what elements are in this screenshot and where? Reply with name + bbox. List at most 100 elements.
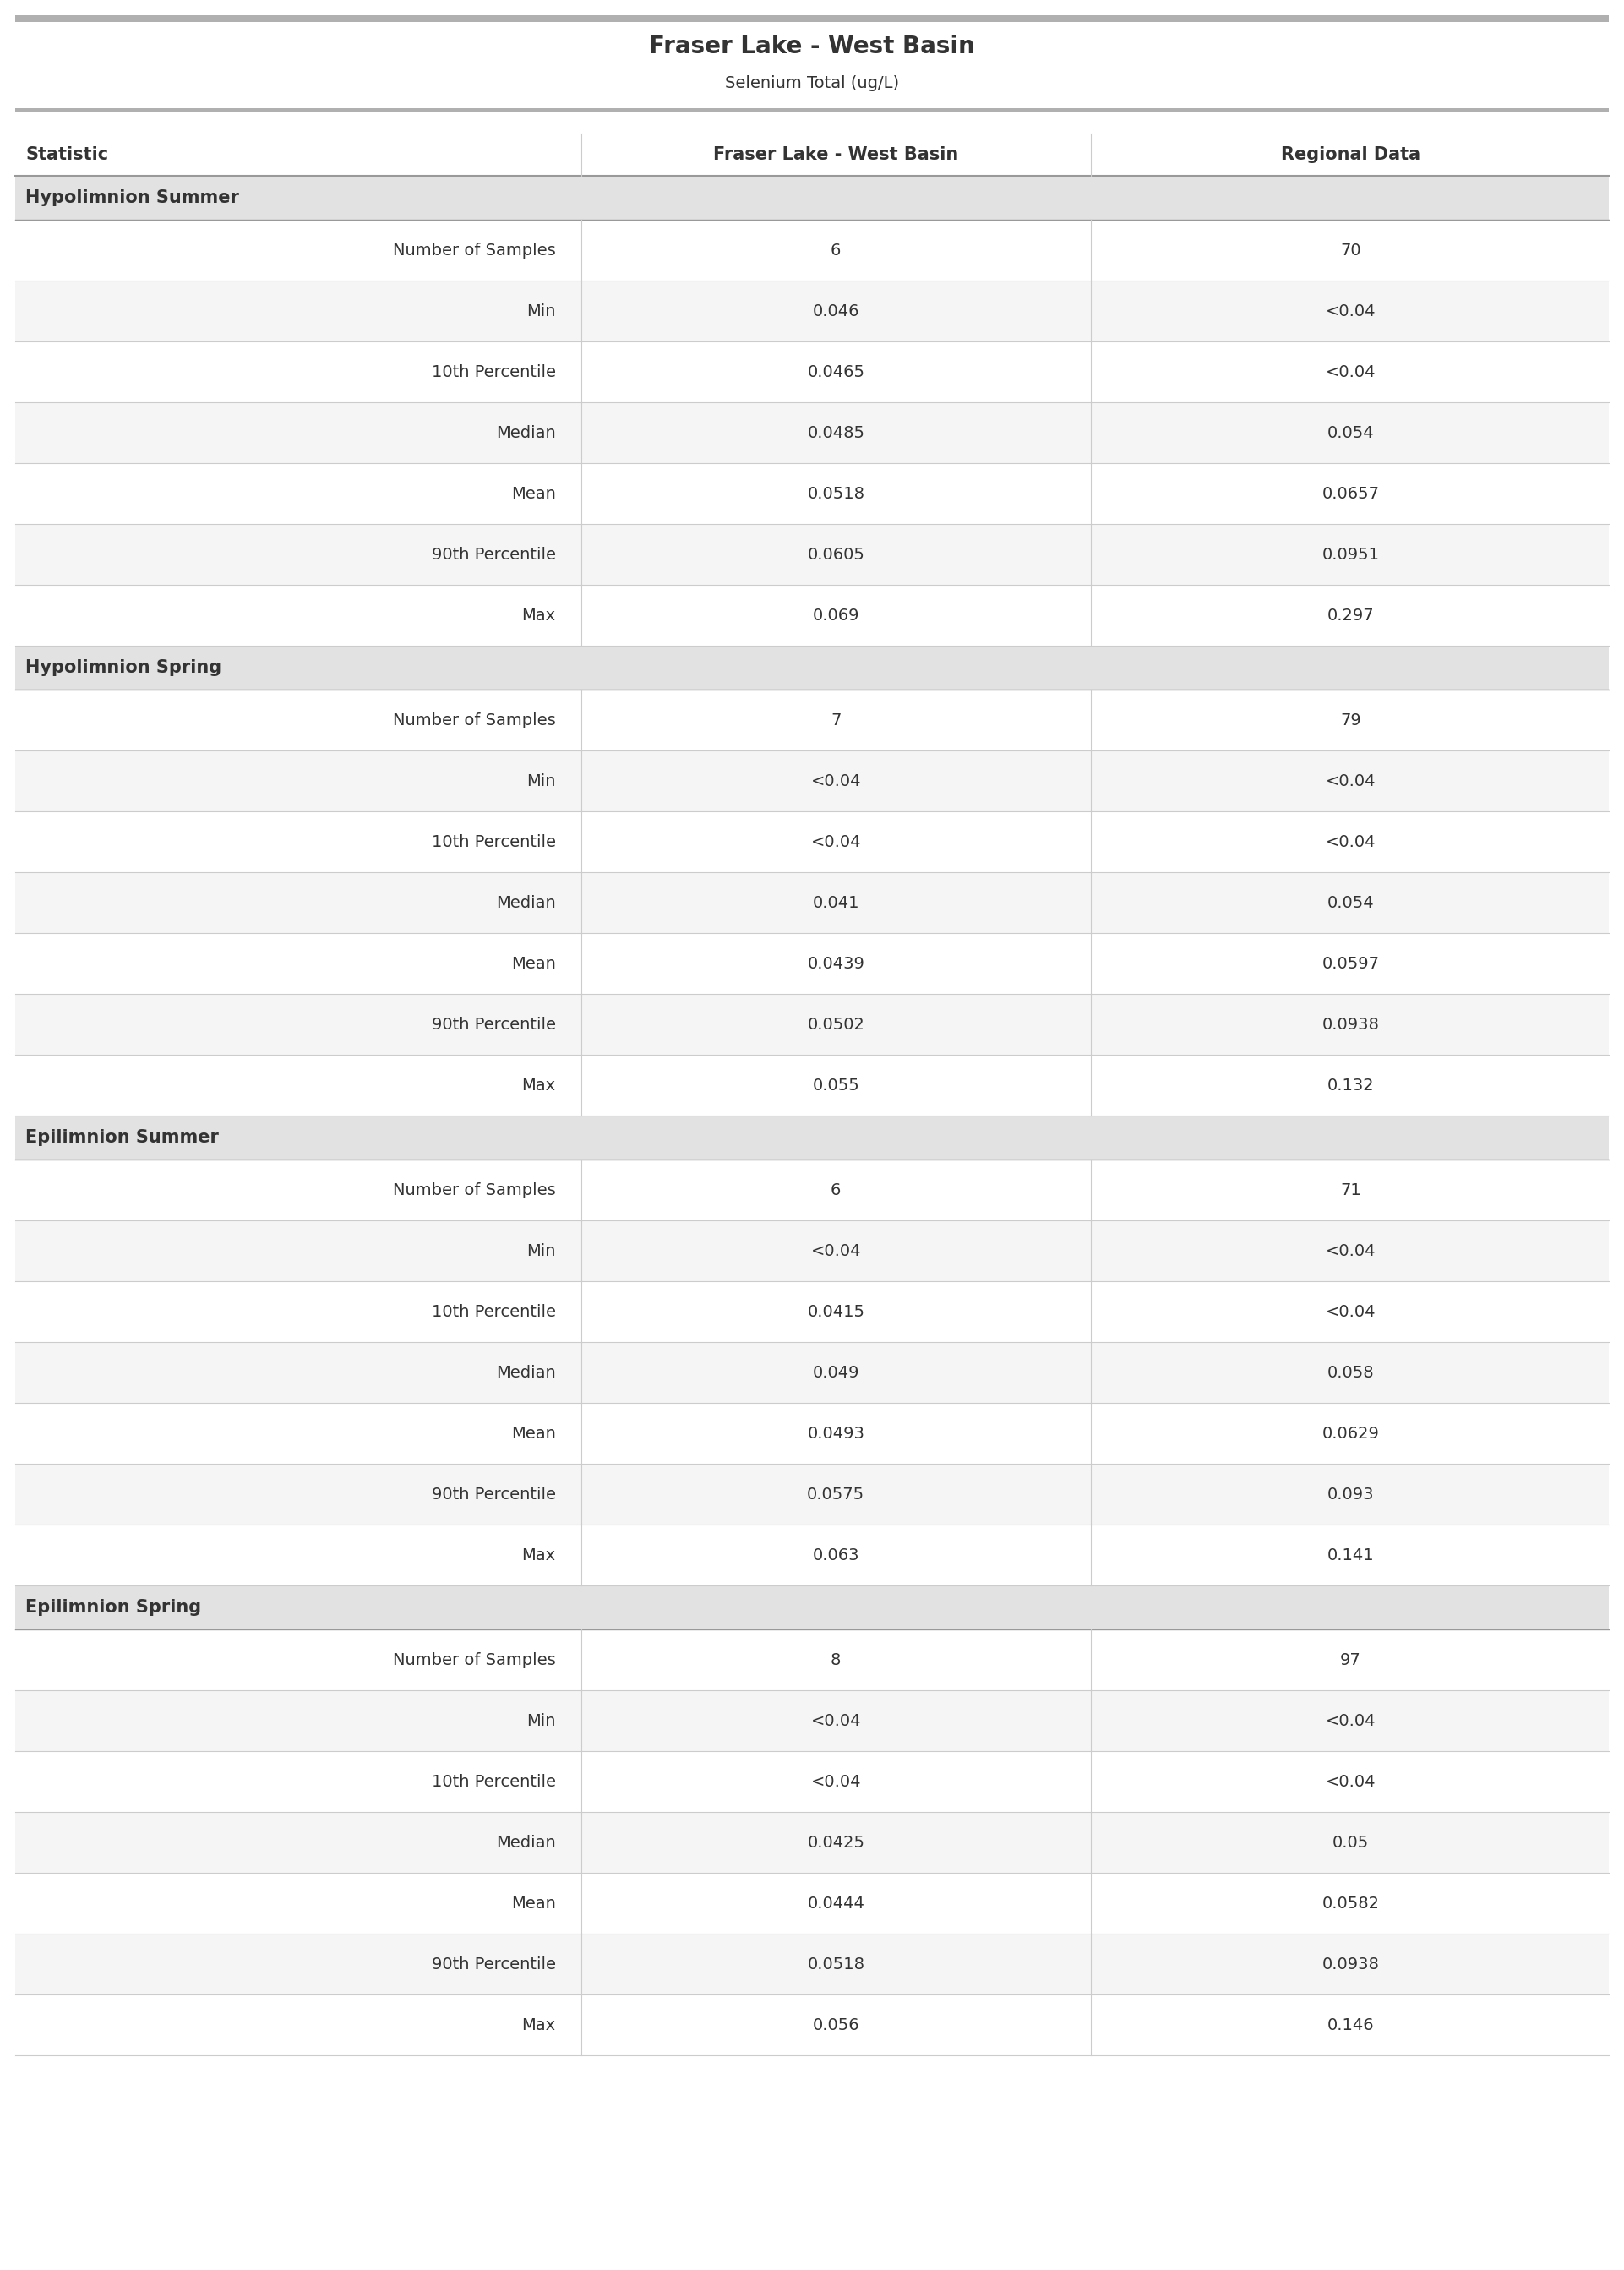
Bar xyxy=(15,690,1609,751)
Text: 0.0415: 0.0415 xyxy=(807,1303,864,1319)
Bar xyxy=(15,994,1609,1056)
Bar xyxy=(15,1115,1609,1160)
Bar xyxy=(15,1342,1609,1403)
Bar xyxy=(15,586,1609,645)
Text: <0.04: <0.04 xyxy=(810,1712,861,1730)
Text: Median: Median xyxy=(495,1364,555,1380)
Text: 97: 97 xyxy=(1340,1653,1361,1668)
Bar xyxy=(15,524,1609,586)
Bar xyxy=(15,1691,1609,1750)
Text: 90th Percentile: 90th Percentile xyxy=(432,1017,555,1033)
Bar xyxy=(15,1811,1609,1873)
Text: <0.04: <0.04 xyxy=(810,833,861,849)
Text: 71: 71 xyxy=(1340,1183,1361,1199)
Text: 0.046: 0.046 xyxy=(812,302,859,320)
Text: Mean: Mean xyxy=(512,956,555,972)
Text: 0.0575: 0.0575 xyxy=(807,1487,864,1503)
Text: <0.04: <0.04 xyxy=(1325,302,1376,320)
Text: 90th Percentile: 90th Percentile xyxy=(432,1957,555,1973)
Text: 10th Percentile: 10th Percentile xyxy=(432,1303,555,1319)
Text: 0.0502: 0.0502 xyxy=(807,1017,864,1033)
Text: Fraser Lake - West Basin: Fraser Lake - West Basin xyxy=(650,34,974,59)
Bar xyxy=(15,751,1609,810)
Text: 0.0493: 0.0493 xyxy=(807,1426,864,1441)
Text: 0.0629: 0.0629 xyxy=(1322,1426,1379,1441)
Text: 0.0444: 0.0444 xyxy=(807,1895,864,1911)
Text: <0.04: <0.04 xyxy=(810,1242,861,1260)
Text: 0.069: 0.069 xyxy=(812,606,859,624)
Bar xyxy=(15,1464,1609,1525)
Text: 0.0518: 0.0518 xyxy=(807,1957,864,1973)
Text: Median: Median xyxy=(495,894,555,910)
Bar xyxy=(15,1630,1609,1691)
Text: 7: 7 xyxy=(830,713,841,729)
Text: 0.0951: 0.0951 xyxy=(1322,547,1379,563)
Text: Number of Samples: Number of Samples xyxy=(393,243,555,259)
Bar xyxy=(15,175,1609,220)
Text: 10th Percentile: 10th Percentile xyxy=(432,363,555,379)
Bar xyxy=(15,1160,1609,1221)
Bar xyxy=(15,872,1609,933)
Bar xyxy=(15,1056,1609,1115)
Bar xyxy=(15,402,1609,463)
Text: <0.04: <0.04 xyxy=(1325,833,1376,849)
Text: 0.141: 0.141 xyxy=(1327,1546,1374,1564)
Text: Number of Samples: Number of Samples xyxy=(393,713,555,729)
Text: 0.055: 0.055 xyxy=(812,1076,859,1094)
Text: Number of Samples: Number of Samples xyxy=(393,1183,555,1199)
Bar xyxy=(15,1221,1609,1280)
Text: <0.04: <0.04 xyxy=(1325,772,1376,790)
Bar xyxy=(15,1280,1609,1342)
Text: Min: Min xyxy=(526,1242,555,1260)
Bar xyxy=(15,463,1609,524)
Text: 0.041: 0.041 xyxy=(812,894,859,910)
Text: 0.146: 0.146 xyxy=(1327,2016,1374,2034)
Text: Min: Min xyxy=(526,302,555,320)
Text: 0.054: 0.054 xyxy=(1327,894,1374,910)
Text: 70: 70 xyxy=(1340,243,1361,259)
Bar xyxy=(15,1873,1609,1934)
Text: Selenium Total (ug/L): Selenium Total (ug/L) xyxy=(724,75,900,91)
Text: 0.0938: 0.0938 xyxy=(1322,1957,1379,1973)
Bar xyxy=(15,1584,1609,1630)
Text: 0.0938: 0.0938 xyxy=(1322,1017,1379,1033)
Text: 0.132: 0.132 xyxy=(1327,1076,1374,1094)
Text: 0.093: 0.093 xyxy=(1327,1487,1374,1503)
Text: 0.0485: 0.0485 xyxy=(807,424,864,440)
Text: 8: 8 xyxy=(830,1653,841,1668)
Text: 90th Percentile: 90th Percentile xyxy=(432,547,555,563)
Bar xyxy=(15,281,1609,340)
Text: 0.054: 0.054 xyxy=(1327,424,1374,440)
Bar xyxy=(15,340,1609,402)
Text: 0.297: 0.297 xyxy=(1327,606,1374,624)
Bar xyxy=(15,810,1609,872)
Text: Mean: Mean xyxy=(512,486,555,502)
Text: Regional Data: Regional Data xyxy=(1281,145,1421,163)
Text: 0.056: 0.056 xyxy=(812,2016,859,2034)
Text: Min: Min xyxy=(526,772,555,790)
Bar xyxy=(15,645,1609,690)
Bar xyxy=(15,1403,1609,1464)
Text: 0.058: 0.058 xyxy=(1327,1364,1374,1380)
Text: 90th Percentile: 90th Percentile xyxy=(432,1487,555,1503)
Text: <0.04: <0.04 xyxy=(810,772,861,790)
Bar xyxy=(15,1995,1609,2054)
Text: Mean: Mean xyxy=(512,1895,555,1911)
Text: 10th Percentile: 10th Percentile xyxy=(432,833,555,849)
Bar xyxy=(15,109,1609,114)
Text: Max: Max xyxy=(521,606,555,624)
Text: <0.04: <0.04 xyxy=(1325,363,1376,379)
Text: 0.0657: 0.0657 xyxy=(1322,486,1379,502)
Text: Fraser Lake - West Basin: Fraser Lake - West Basin xyxy=(713,145,958,163)
Text: 0.0597: 0.0597 xyxy=(1322,956,1379,972)
Text: Max: Max xyxy=(521,1076,555,1094)
Bar xyxy=(15,220,1609,281)
Text: Median: Median xyxy=(495,424,555,440)
Text: Median: Median xyxy=(495,1834,555,1850)
Text: 0.0605: 0.0605 xyxy=(807,547,864,563)
Text: 0.0518: 0.0518 xyxy=(807,486,864,502)
Text: 79: 79 xyxy=(1340,713,1361,729)
Text: Max: Max xyxy=(521,2016,555,2034)
Text: Statistic: Statistic xyxy=(26,145,109,163)
Text: 0.0582: 0.0582 xyxy=(1322,1895,1379,1911)
